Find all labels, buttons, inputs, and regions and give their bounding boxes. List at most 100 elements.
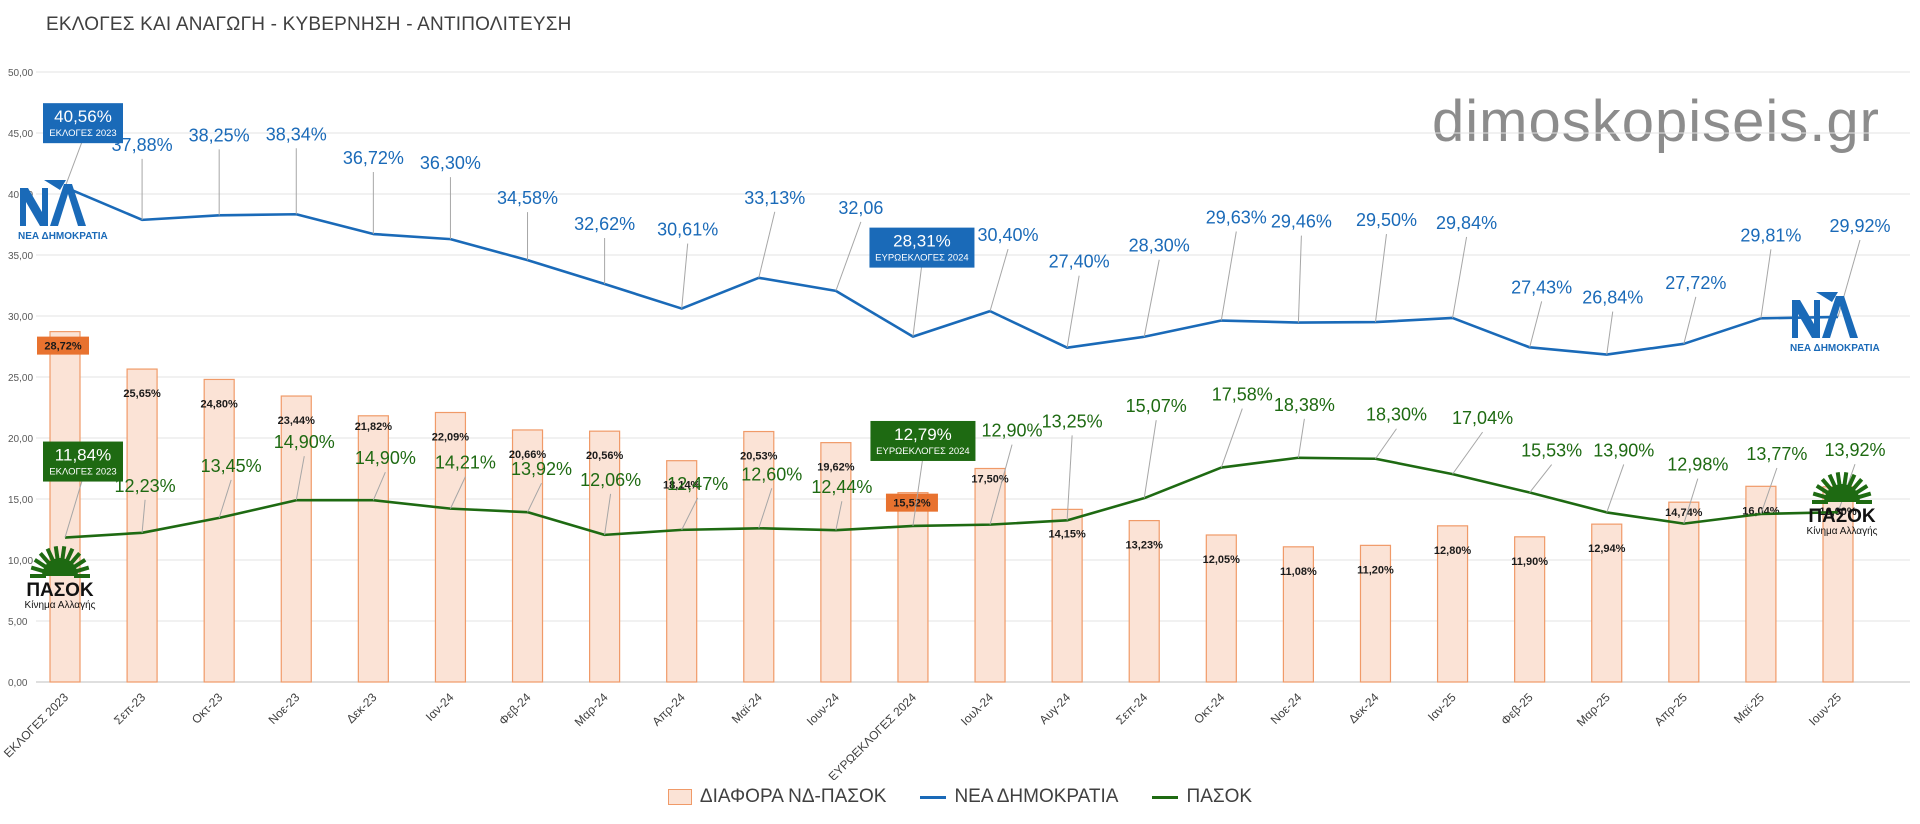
bar-data-label: 13,23% bbox=[1126, 540, 1164, 552]
x-tick-label: Ιαν-24 bbox=[423, 690, 457, 724]
bar-data-label: 14,74% bbox=[1665, 507, 1703, 519]
highlight-subtitle: ΕΥΡΩΕΚΛΟΓΕΣ 2024 bbox=[876, 446, 970, 457]
line-data-label: 13,92% bbox=[511, 459, 572, 479]
y-tick-label: 0,00 bbox=[8, 678, 28, 689]
x-tick-label: Μαϊ-24 bbox=[729, 690, 765, 726]
leader-line bbox=[1375, 428, 1397, 460]
legend-swatch-nd bbox=[920, 795, 947, 799]
y-tick-label: 25,00 bbox=[8, 373, 33, 384]
bar bbox=[1051, 508, 1083, 683]
leader-line bbox=[449, 476, 466, 509]
line-data-label: 30,40% bbox=[978, 225, 1039, 245]
line-data-label: 32,06 bbox=[838, 198, 883, 218]
line-data-label: 17,04% bbox=[1452, 408, 1513, 428]
line-data-label: 29,81% bbox=[1740, 225, 1801, 245]
line-data-label: 12,60% bbox=[741, 464, 802, 484]
leader-line bbox=[989, 248, 1009, 312]
leader-line bbox=[1297, 418, 1305, 458]
leader-line bbox=[1297, 235, 1302, 323]
pasok-sun bbox=[42, 558, 78, 576]
chart-canvas: 0,00 5,00 10,00 15,00 20,00 25,00 30,00 35,00 40… bbox=[1, 68, 1910, 780]
bar-data-label: 15,52% bbox=[893, 498, 931, 510]
leader-line bbox=[1374, 234, 1387, 323]
bar bbox=[1668, 501, 1700, 683]
y-tick-label: 15,00 bbox=[8, 495, 33, 506]
leader-line bbox=[1143, 259, 1160, 337]
bar-data-label: 20,53% bbox=[740, 451, 778, 463]
highlight-subtitle: ΕΚΛΟΓΕΣ 2023 bbox=[49, 467, 116, 478]
legend-swatch-bar bbox=[667, 789, 692, 805]
x-tick-label: Αυγ-24 bbox=[1037, 690, 1074, 727]
line-data-label: 38,25% bbox=[189, 125, 250, 145]
highlight-subtitle: ΕΥΡΩΕΚΛΟΓΕΣ 2024 bbox=[875, 253, 969, 264]
leader-line bbox=[1452, 236, 1468, 319]
nd-logo-a bbox=[50, 184, 86, 226]
line-data-label: 29,92% bbox=[1829, 216, 1890, 236]
line-data-label: 13,92% bbox=[1824, 440, 1885, 460]
nd-logo-n bbox=[1792, 300, 1820, 338]
line-data-label: 29,50% bbox=[1356, 210, 1417, 230]
pasok-sun bbox=[1824, 484, 1860, 502]
bar-data-label: 20,66% bbox=[509, 449, 547, 461]
x-tick-label: Σεπ-24 bbox=[1113, 690, 1150, 727]
line-data-label: 14,21% bbox=[435, 453, 496, 473]
leader-line bbox=[1606, 464, 1625, 513]
bar bbox=[511, 429, 544, 683]
x-tick-label: Φεβ-25 bbox=[1498, 690, 1536, 728]
legend-item-nd: ΝΕΑ ΔΗΜΟΚΡΑΤΙΑ bbox=[920, 786, 1118, 808]
x-tick-label: Οκτ-23 bbox=[189, 690, 226, 727]
line-data-label: 40,56% bbox=[54, 107, 112, 126]
line-data-label: 29,46% bbox=[1271, 212, 1332, 232]
y-tick-label: 45,00 bbox=[8, 129, 33, 140]
leader-line bbox=[1760, 467, 1778, 515]
watermark: dimoskopiseis.gr bbox=[1432, 89, 1880, 154]
line-data-label: 27,72% bbox=[1665, 273, 1726, 293]
bar-data-label: 11,08% bbox=[1280, 566, 1317, 578]
line-data-label: 14,90% bbox=[355, 448, 416, 468]
line-data-label: 12,79% bbox=[894, 425, 952, 444]
y-tick-label: 30,00 bbox=[8, 312, 33, 323]
line-data-label: 18,30% bbox=[1366, 405, 1427, 425]
x-tick-label: Μαϊ-25 bbox=[1731, 690, 1767, 726]
y-tick-label: 35,00 bbox=[8, 251, 33, 262]
line-data-label: 34,58% bbox=[497, 188, 558, 208]
bar bbox=[897, 492, 929, 683]
bar bbox=[743, 430, 775, 683]
pasok-logo-subtext: Κίνημα Αλλαγής bbox=[25, 599, 96, 611]
leader-line bbox=[1220, 231, 1237, 321]
bar-data-label: 19,62% bbox=[817, 462, 855, 474]
leader-line bbox=[64, 477, 84, 538]
legend-label-nd: ΝΕΑ ΔΗΜΟΚΡΑΤΙΑ bbox=[954, 786, 1119, 807]
x-tick-label: Ιουλ-24 bbox=[958, 690, 996, 728]
legend-item-pasok: ΠΑΣΟΚ bbox=[1152, 786, 1252, 808]
nd-logo-icon: ΝΕΑ ΔΗΜΟΚΡΑΤΙΑ bbox=[1790, 292, 1880, 354]
bar bbox=[666, 460, 698, 683]
legend-swatch-pasok bbox=[1152, 795, 1179, 799]
bar-data-label: 23,44% bbox=[278, 415, 316, 427]
leader-line bbox=[295, 456, 305, 501]
leader-line bbox=[372, 472, 386, 501]
bar bbox=[434, 411, 467, 683]
legend-label-pasok: ΠΑΣΟΚ bbox=[1186, 786, 1253, 807]
leader-line bbox=[1606, 311, 1614, 355]
line-data-label: 14,90% bbox=[274, 432, 335, 452]
x-tick-label: Ιουν-24 bbox=[804, 690, 842, 728]
bar bbox=[1591, 523, 1623, 683]
line-data-label: 13,90% bbox=[1593, 440, 1654, 460]
leader-line bbox=[835, 501, 843, 531]
x-tick-label: Μαρ-25 bbox=[1574, 690, 1613, 729]
line-data-label: 33,13% bbox=[744, 188, 805, 208]
bar bbox=[1436, 525, 1469, 683]
bar-data-label: 12,05% bbox=[1203, 554, 1241, 566]
leader-line bbox=[989, 444, 1013, 525]
x-tick-label: Ιαν-25 bbox=[1425, 690, 1459, 724]
pasok-logo-subtext: Κίνημα Αλλαγής bbox=[1807, 525, 1878, 537]
leader-line bbox=[758, 211, 776, 278]
bar bbox=[974, 467, 1006, 683]
highlight-label-box bbox=[43, 441, 123, 482]
bar bbox=[1128, 519, 1160, 683]
leader-line bbox=[1683, 296, 1697, 344]
leader-line bbox=[681, 497, 699, 531]
line-data-label: 13,45% bbox=[201, 456, 262, 476]
